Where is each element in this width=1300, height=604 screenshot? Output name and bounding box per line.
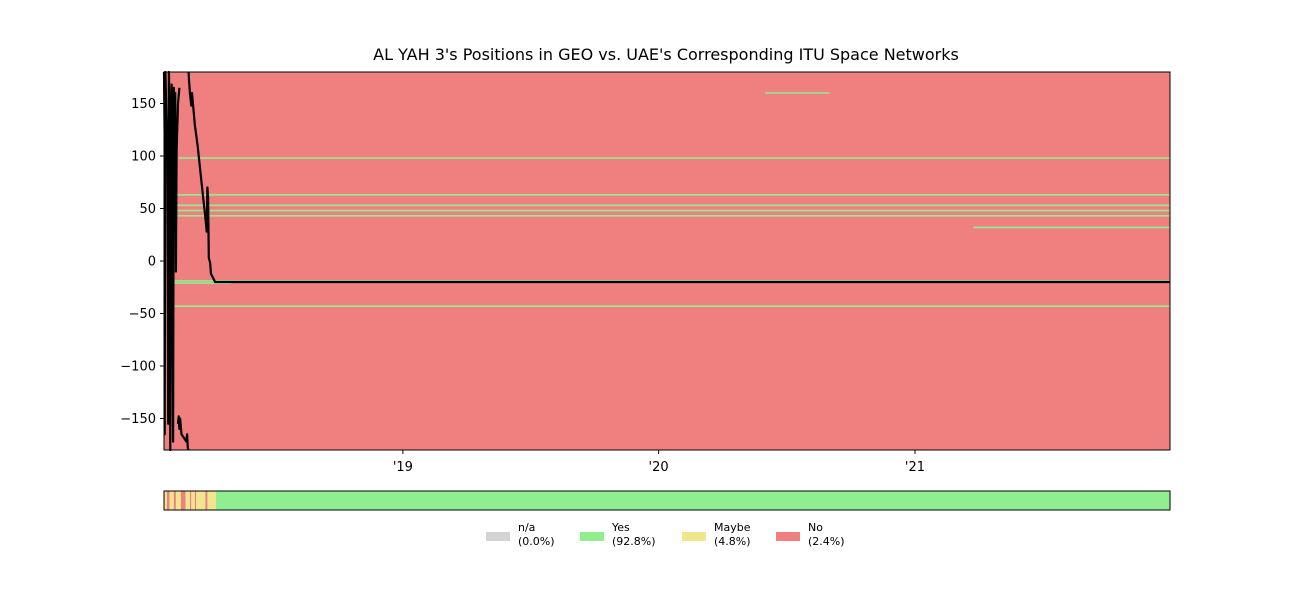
status-segment xyxy=(194,491,197,510)
status-segment xyxy=(173,491,176,510)
plot-background xyxy=(164,72,1170,450)
status-segment xyxy=(166,491,170,510)
y-tick-label: 100 xyxy=(131,150,156,165)
legend-item-yes: Yes (92.8%) xyxy=(580,521,656,548)
x-tick-label: '20 xyxy=(649,460,669,475)
x-tick-label: '21 xyxy=(905,460,925,475)
y-tick-label: −150 xyxy=(120,412,156,427)
status-segment xyxy=(164,491,167,510)
status-segment xyxy=(196,491,206,510)
legend-swatch-na xyxy=(486,532,510,541)
y-tick-label: 50 xyxy=(139,202,156,217)
status-segment xyxy=(207,491,216,510)
y-tick-label: 150 xyxy=(131,97,156,112)
legend-swatch-maybe xyxy=(682,532,706,541)
status-segment xyxy=(191,491,195,510)
legend-label-yes: Yes xyxy=(611,521,630,534)
y-tick-label: 0 xyxy=(148,255,156,270)
legend-item-maybe: Maybe (4.8%) xyxy=(682,521,751,548)
y-axis: 150 100 50 0 −50 −100 −150 xyxy=(120,97,164,427)
legend-label-maybe: Maybe xyxy=(714,521,751,534)
itu-network-lines xyxy=(168,92,1170,307)
status-segment xyxy=(215,491,1170,510)
status-segment xyxy=(180,491,186,510)
position-series-line xyxy=(176,415,190,451)
legend: n/a (0.0%) Yes (92.8%) Maybe (4.8%) No (… xyxy=(486,521,845,548)
main-plot: 150 100 50 0 −50 −100 −150 '19 '20 '21 xyxy=(120,70,1171,475)
status-segments xyxy=(164,491,1170,510)
legend-pct-no: (2.4%) xyxy=(808,535,845,548)
status-bar xyxy=(163,490,1171,511)
position-series-line xyxy=(187,71,1170,284)
y-tick-label: −100 xyxy=(120,360,156,375)
x-axis: '19 '20 '21 xyxy=(393,450,925,475)
status-segment xyxy=(175,491,181,510)
status-segment xyxy=(189,491,192,510)
legend-label-na: n/a xyxy=(518,521,535,534)
y-tick-label: −50 xyxy=(129,307,156,322)
status-segment xyxy=(185,491,190,510)
legend-swatch-yes xyxy=(580,532,604,541)
chart-title: AL YAH 3's Positions in GEO vs. UAE's Co… xyxy=(373,45,959,64)
legend-pct-maybe: (4.8%) xyxy=(714,535,751,548)
legend-pct-na: (0.0%) xyxy=(518,535,555,548)
x-tick-label: '19 xyxy=(393,460,413,475)
legend-item-na: n/a (0.0%) xyxy=(486,521,555,548)
legend-swatch-no xyxy=(776,532,800,541)
status-segment xyxy=(205,491,208,510)
status-segment xyxy=(169,491,174,510)
legend-pct-yes: (92.8%) xyxy=(612,535,656,548)
legend-label-no: No xyxy=(808,521,823,534)
status-bar-frame xyxy=(163,490,1171,511)
legend-item-no: No (2.4%) xyxy=(776,521,845,548)
